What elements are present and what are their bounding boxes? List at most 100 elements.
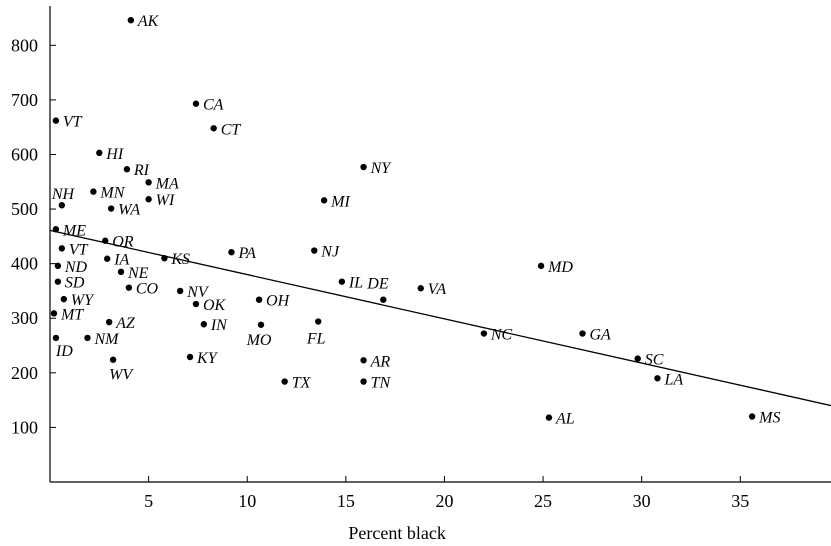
data-point-oh	[255, 296, 263, 303]
x-tick-label: 30	[633, 491, 651, 511]
point-label-nc: NC	[490, 327, 513, 344]
point-label-ca: CA	[203, 97, 224, 114]
point-label-wi: WI	[156, 192, 175, 209]
y-tick-label: 700	[11, 90, 38, 110]
data-point-nv	[176, 287, 184, 295]
data-point-ca	[192, 100, 200, 107]
point-label-mt: MT	[60, 306, 84, 323]
point-label-or: OR	[112, 234, 134, 251]
data-point-mo	[257, 321, 265, 328]
data-point-ia	[103, 255, 111, 262]
data-point-nc	[480, 330, 488, 337]
y-tick-label: 400	[11, 254, 38, 274]
point-label-id: ID	[55, 343, 73, 360]
data-point-sc	[634, 355, 641, 362]
regression-line	[49, 229, 831, 407]
point-label-ks: KS	[170, 251, 190, 268]
point-label-vt: VT	[69, 241, 89, 258]
point-label-ne: NE	[127, 265, 149, 282]
data-point-hi	[96, 149, 103, 157]
data-point-va	[417, 285, 424, 292]
data-point-wa	[107, 205, 115, 212]
data-point-az	[105, 318, 113, 326]
data-point-ri	[123, 166, 131, 173]
data-point-id	[52, 334, 60, 342]
point-label-nd: ND	[64, 259, 88, 276]
point-label-wv: WV	[109, 367, 134, 384]
data-point-md	[537, 262, 545, 270]
x-tick-label: 5	[144, 491, 153, 511]
data-point-il	[338, 278, 346, 285]
point-label-ma: MA	[155, 175, 179, 192]
point-label-ak: AK	[137, 13, 160, 30]
data-point-ms	[748, 413, 756, 420]
data-point-ks	[161, 254, 168, 262]
data-point-me	[52, 226, 60, 233]
point-label-nm: NM	[93, 331, 120, 348]
point-label-sc: SC	[645, 352, 664, 369]
point-label-al: AL	[555, 411, 575, 428]
data-point-nd	[54, 262, 62, 270]
data-point-wv	[109, 356, 117, 363]
data-point-la	[654, 375, 661, 382]
point-label-ga: GA	[590, 327, 612, 344]
data-point-ar	[360, 357, 367, 364]
point-label-la: LA	[663, 371, 683, 388]
point-label-ri: RI	[133, 162, 150, 179]
point-label-ms: MS	[758, 409, 780, 426]
point-label-pa: PA	[237, 245, 256, 262]
data-point-ky	[186, 353, 194, 361]
point-label-oh: OH	[266, 293, 291, 310]
y-tick-label: 600	[11, 144, 38, 164]
point-label-sd: SD	[65, 275, 85, 292]
data-point-or	[102, 237, 109, 244]
data-point-ny	[360, 163, 367, 171]
data-point-de	[380, 296, 387, 303]
data-point-tx	[281, 378, 288, 385]
point-label-mo: MO	[246, 332, 272, 349]
data-point-vt	[58, 245, 66, 252]
x-tick-label: 15	[337, 491, 355, 511]
point-label-nj: NJ	[320, 244, 340, 261]
point-label-ct: CT	[221, 121, 242, 138]
data-point-nm	[84, 334, 91, 342]
x-tick-label: 35	[731, 491, 749, 511]
data-point-ma	[145, 179, 152, 186]
point-label-mi: MI	[330, 193, 350, 210]
point-label-de: DE	[366, 276, 389, 293]
point-label-in: IN	[210, 317, 228, 334]
data-point-ct	[210, 125, 217, 132]
data-point-wi	[145, 196, 152, 203]
y-tick-label: 300	[11, 308, 38, 328]
point-label-va: VA	[428, 281, 447, 298]
point-label-ky: KY	[196, 350, 219, 367]
point-label-fl: FL	[306, 331, 326, 348]
point-label-md: MD	[547, 259, 573, 276]
point-label-tn: TN	[371, 375, 392, 392]
point-label-mn: MN	[99, 185, 125, 202]
data-point-ne	[117, 268, 125, 276]
point-label-wa: WA	[118, 202, 140, 219]
x-tick-label: 25	[534, 491, 552, 511]
data-point-mn	[90, 188, 97, 195]
point-label-wy: WY	[71, 292, 95, 309]
point-label-ok: OK	[203, 297, 227, 314]
data-point-ak	[127, 16, 135, 24]
data-point-ok	[192, 300, 200, 308]
y-tick-label: 500	[11, 199, 38, 219]
point-label-co: CO	[136, 281, 159, 298]
data-point-ga	[579, 330, 586, 337]
data-point-mi	[320, 197, 328, 204]
data-point-mt	[50, 310, 58, 317]
data-point-fl	[315, 318, 322, 325]
data-point-in	[200, 321, 208, 328]
x-tick-label: 10	[238, 491, 256, 511]
data-point-wy	[60, 295, 68, 303]
point-label-tx: TX	[292, 375, 312, 392]
point-label-il: IL	[348, 275, 363, 292]
x-axis-title: Percent black	[348, 523, 445, 543]
data-point-tn	[360, 378, 367, 385]
data-point-nh	[58, 202, 66, 209]
point-label-me: ME	[62, 222, 86, 239]
